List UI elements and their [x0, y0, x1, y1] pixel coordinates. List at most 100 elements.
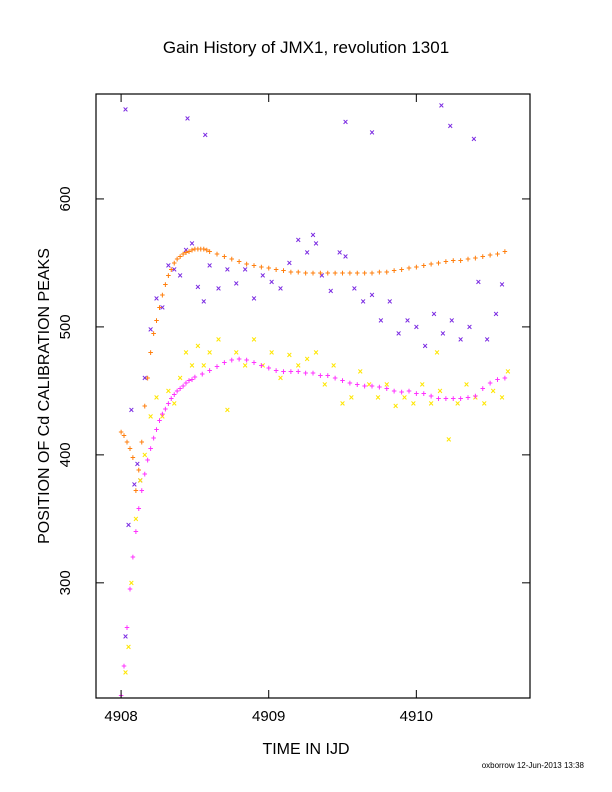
data-point: + — [148, 347, 153, 357]
data-point: + — [495, 249, 500, 259]
data-point: + — [488, 250, 493, 260]
data-point: + — [121, 661, 126, 671]
data-point: + — [133, 527, 138, 537]
data-point: + — [244, 259, 249, 269]
data-point: + — [465, 254, 470, 264]
data-point: + — [214, 362, 219, 372]
data-point: × — [225, 264, 230, 274]
data-point: + — [183, 378, 188, 388]
data-point: + — [384, 267, 389, 277]
y-tick-label: 300 — [57, 570, 74, 595]
data-point: × — [160, 411, 165, 421]
data-point: × — [195, 341, 200, 351]
data-point: × — [420, 379, 425, 389]
data-point: + — [480, 252, 485, 262]
data-point: + — [157, 303, 162, 313]
data-point: × — [428, 399, 433, 409]
data-point: + — [458, 394, 463, 404]
data-point: + — [318, 371, 323, 381]
data-point: × — [393, 401, 398, 411]
data-point: + — [303, 368, 308, 378]
data-point: + — [251, 358, 256, 368]
series-1: × × × × × × × × × × × × × × × × × × × × × × × × × × × × × × × × × × × × × × × ×… — [123, 101, 505, 642]
data-point: + — [325, 371, 330, 381]
data-point: × — [439, 101, 444, 111]
data-point: × — [132, 479, 137, 489]
data-point: + — [222, 358, 227, 368]
data-point: × — [216, 284, 221, 294]
data-point: × — [278, 373, 283, 383]
data-point: + — [237, 257, 242, 267]
data-point: + — [377, 267, 382, 277]
data-point: × — [473, 392, 478, 402]
data-point: + — [189, 245, 194, 255]
x-tick-label: 4908 — [104, 708, 137, 725]
data-point: × — [172, 264, 177, 274]
data-point: × — [154, 392, 159, 402]
data-point: × — [349, 392, 354, 402]
data-point: + — [451, 255, 456, 265]
data-point: + — [340, 268, 345, 278]
data-point: × — [242, 264, 247, 274]
data-point: × — [490, 386, 495, 396]
data-point: × — [396, 328, 401, 338]
data-point: + — [130, 552, 135, 562]
data-point: × — [287, 350, 292, 360]
data-point: + — [310, 268, 315, 278]
data-point: + — [166, 399, 171, 409]
data-point: + — [362, 381, 367, 391]
data-point: + — [288, 267, 293, 277]
data-point: × — [172, 399, 177, 409]
data-point: × — [369, 290, 374, 300]
data-point: × — [189, 360, 194, 370]
data-point: × — [499, 392, 504, 402]
data-point: × — [449, 316, 454, 326]
data-point: × — [455, 399, 460, 409]
data-point: × — [133, 514, 138, 524]
data-point: + — [259, 262, 264, 272]
data-point: + — [488, 378, 493, 388]
data-point: + — [384, 383, 389, 393]
data-point: × — [405, 316, 410, 326]
data-point: × — [402, 392, 407, 402]
data-point: + — [178, 383, 183, 393]
data-point: × — [358, 367, 363, 377]
data-point: × — [476, 277, 481, 287]
data-point: × — [251, 335, 256, 345]
chart-title: Gain History of JMX1, revolution 1301 — [163, 38, 449, 57]
data-point: × — [178, 373, 183, 383]
data-point: × — [154, 294, 159, 304]
data-point: × — [203, 130, 208, 140]
data-point: × — [123, 667, 128, 677]
data-point: × — [378, 316, 383, 326]
data-point: + — [186, 376, 191, 386]
data-point: × — [142, 450, 147, 460]
data-point: + — [369, 381, 374, 391]
data-point: × — [138, 475, 143, 485]
data-point: + — [473, 253, 478, 263]
data-point: + — [451, 394, 456, 404]
data-point: × — [201, 296, 206, 306]
data-point: × — [322, 379, 327, 389]
data-point: × — [135, 459, 140, 469]
data-point: + — [229, 254, 234, 264]
data-point: × — [467, 322, 472, 332]
data-point: × — [375, 392, 380, 402]
data-point: + — [502, 246, 507, 256]
data-point: + — [151, 328, 156, 338]
data-point: × — [331, 360, 336, 370]
data-point: + — [325, 268, 330, 278]
data-point: + — [157, 415, 162, 425]
data-point: × — [343, 252, 348, 262]
x-tick-label: 4909 — [252, 708, 285, 725]
data-point: × — [485, 335, 490, 345]
data-point: × — [129, 578, 134, 588]
data-point: + — [392, 266, 397, 276]
data-point: × — [287, 258, 292, 268]
data-point: × — [458, 335, 463, 345]
data-point: × — [369, 127, 374, 137]
data-point: + — [118, 427, 123, 437]
y-axis-label: POSITION OF Cd CALIBRATION PEAKS — [36, 248, 53, 544]
data-point: × — [319, 271, 324, 281]
